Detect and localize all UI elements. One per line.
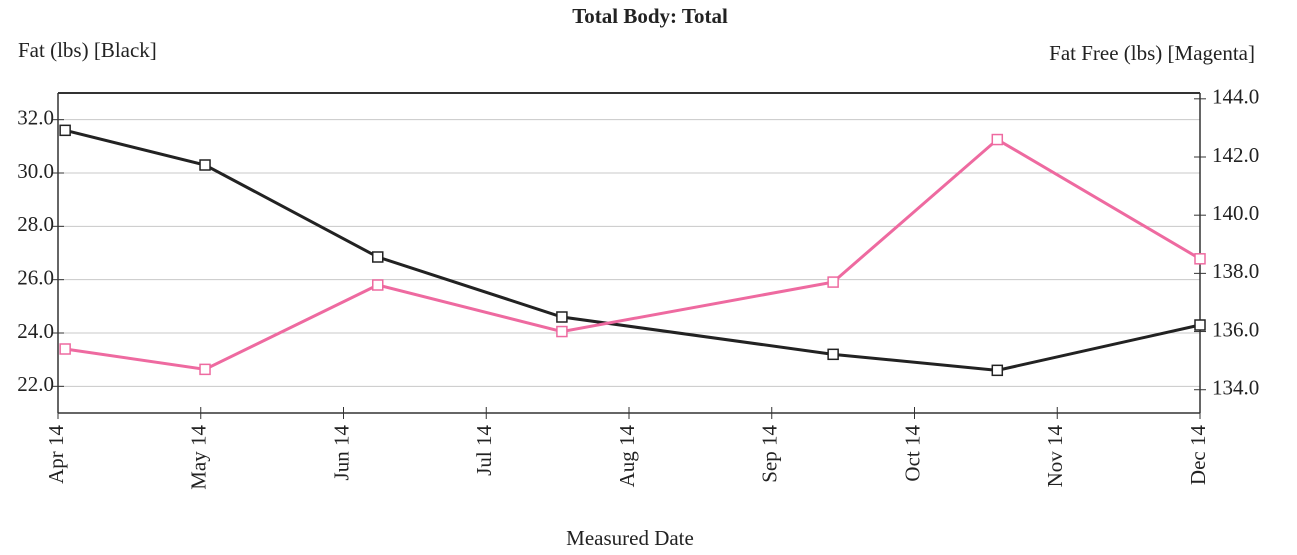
y-tick-label: 32.0 (17, 105, 54, 129)
data-point (1194, 319, 1206, 331)
x-tick-label: Oct 14 (900, 425, 924, 482)
y-tick-label: 22.0 (17, 372, 54, 396)
y2-tick-label: 140.0 (1212, 201, 1259, 225)
x-tick-label: May 14 (187, 425, 211, 490)
data-point (1194, 253, 1206, 265)
data-point (827, 348, 839, 361)
data-point (372, 279, 384, 291)
x-tick-label: Jul 14 (472, 425, 496, 476)
x-tick-label: Nov 14 (1043, 425, 1067, 488)
y2-tick-label: 144.0 (1212, 85, 1259, 109)
x-tick-label: Sep 14 (758, 425, 782, 483)
data-point (199, 159, 211, 171)
y2-tick-label: 136.0 (1212, 317, 1259, 341)
y-tick-label: 24.0 (17, 319, 54, 343)
y-tick-label: 30.0 (17, 159, 54, 183)
data-point (199, 363, 211, 376)
y2-tick-label: 138.0 (1212, 259, 1259, 283)
y2-tick-label: 134.0 (1212, 376, 1259, 400)
x-tick-label: Aug 14 (615, 425, 639, 488)
y-axis-label: Fat (lbs) [Black] (18, 38, 157, 62)
series-line (64, 128, 1201, 372)
data-point (59, 124, 71, 137)
y-tick-label: 28.0 (17, 212, 54, 236)
data-point (372, 251, 384, 263)
data-point (556, 325, 568, 338)
data-point (556, 311, 568, 323)
data-point (827, 276, 839, 288)
chart-title: Total Body: Total (572, 4, 728, 28)
data-point (991, 133, 1004, 146)
y2-tick-label: 142.0 (1212, 143, 1259, 167)
series-line (64, 137, 1201, 371)
y2-axis-label: Fat Free (lbs) [Magenta] (1049, 41, 1255, 65)
data-point (991, 364, 1004, 377)
x-tick-label: Apr 14 (44, 425, 68, 484)
x-tick-label: Dec 14 (1186, 425, 1210, 486)
data-point (59, 343, 71, 355)
y-tick-label: 26.0 (17, 265, 54, 289)
x-axis-label: Measured Date (566, 526, 694, 550)
x-tick-label: Jun 14 (329, 425, 353, 481)
